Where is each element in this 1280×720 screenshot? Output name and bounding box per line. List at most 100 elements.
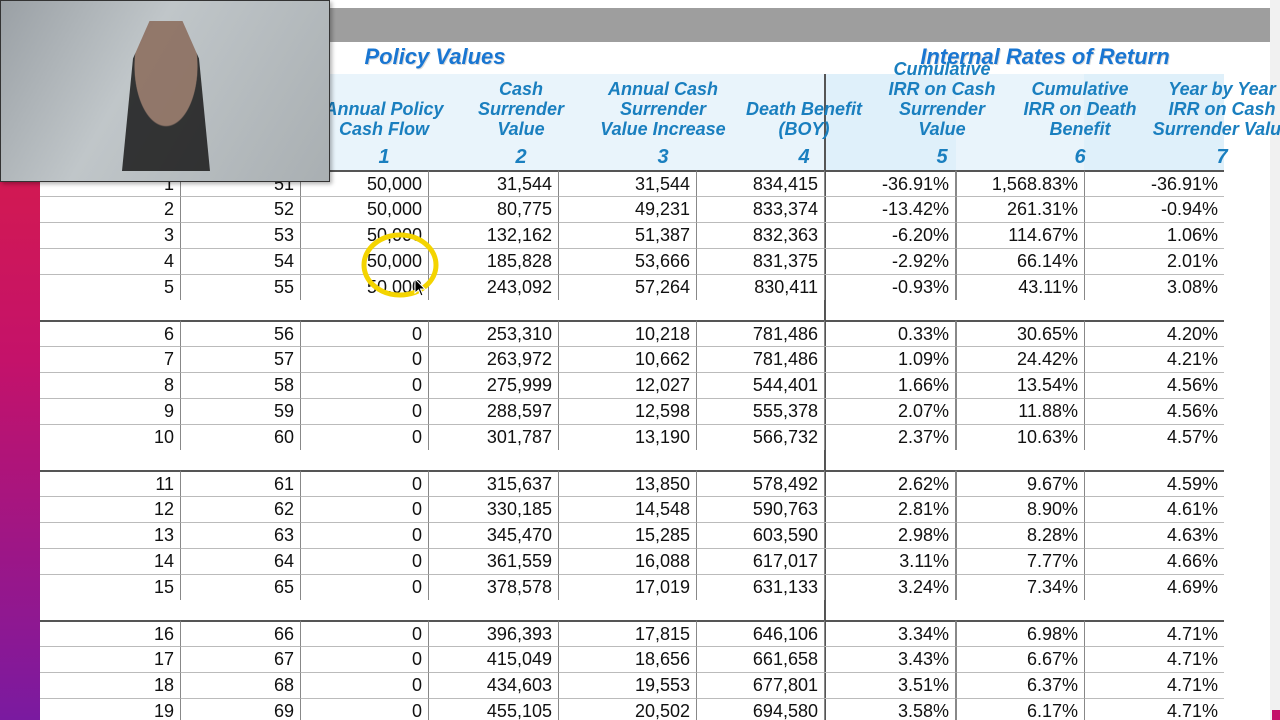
cell: 69: [180, 698, 300, 720]
cell: 7.77%: [956, 548, 1084, 574]
cell: 12,598: [558, 398, 696, 424]
cell: 16: [40, 620, 180, 646]
table-row: 9590288,59712,598555,3782.07%11.88%4.56%: [40, 398, 1260, 424]
cell: 661,658: [696, 646, 824, 672]
section-policy-values: Policy Values: [364, 44, 505, 69]
cell: -13.42%: [824, 196, 956, 222]
cell: 31,544: [428, 170, 558, 196]
table-body: 15150,00031,54431,544834,415-36.91%1,568…: [40, 170, 1260, 720]
cell: 60: [180, 424, 300, 450]
cell: 361,559: [428, 548, 558, 574]
cell: 0: [300, 346, 428, 372]
cell: 64: [180, 548, 300, 574]
col-db-label: Death Benefit (BOY): [740, 99, 868, 139]
cell: 4.63%: [1084, 522, 1224, 548]
cell: 781,486: [696, 320, 824, 346]
cell: 0.33%: [824, 320, 956, 346]
cell: 833,374: [696, 196, 824, 222]
cell: 18: [40, 672, 180, 698]
cell: 10,218: [558, 320, 696, 346]
cell: 0: [300, 320, 428, 346]
cell: 13.54%: [956, 372, 1084, 398]
table-row: 7570263,97210,662781,4861.09%24.42%4.21%: [40, 346, 1260, 372]
cell: 68: [180, 672, 300, 698]
cell: -6.20%: [824, 222, 956, 248]
col-csv-num: 2: [515, 146, 526, 168]
cell: 603,590: [696, 522, 824, 548]
cell: 19: [40, 698, 180, 720]
cell: 9: [40, 398, 180, 424]
cell: 3.43%: [824, 646, 956, 672]
cell: 66.14%: [956, 248, 1084, 274]
cell: 1.66%: [824, 372, 956, 398]
table-row: 25250,00080,77549,231833,374-13.42%261.3…: [40, 196, 1260, 222]
group-separator: [40, 600, 1260, 620]
cell: 31,544: [558, 170, 696, 196]
table-row: 6560253,31010,218781,4860.33%30.65%4.20%: [40, 320, 1260, 346]
cell: 4.21%: [1084, 346, 1224, 372]
cell: 1.06%: [1084, 222, 1224, 248]
cell: 49,231: [558, 196, 696, 222]
col-csv-label: Cash Surrender Value: [456, 79, 586, 139]
cell: 330,185: [428, 496, 558, 522]
cell: 4.20%: [1084, 320, 1224, 346]
cell: 50,000: [300, 248, 428, 274]
cell: 0: [300, 522, 428, 548]
table-row: 17670415,04918,656661,6583.43%6.67%4.71%: [40, 646, 1260, 672]
table-row: 11610315,63713,850578,4922.62%9.67%4.59%: [40, 470, 1260, 496]
cell: 65: [180, 574, 300, 600]
cell: 3.11%: [824, 548, 956, 574]
cell: 275,999: [428, 372, 558, 398]
cell: 11: [40, 470, 180, 496]
cell: -0.93%: [824, 274, 956, 300]
cell: 56: [180, 320, 300, 346]
cell: 5: [40, 274, 180, 300]
cell: 67: [180, 646, 300, 672]
cell: 51,387: [558, 222, 696, 248]
cell: 62: [180, 496, 300, 522]
cell: 18,656: [558, 646, 696, 672]
cell: 63: [180, 522, 300, 548]
cell: 7.34%: [956, 574, 1084, 600]
group-separator: [40, 300, 1260, 320]
cell: 0: [300, 672, 428, 698]
cell: 8: [40, 372, 180, 398]
cell: 16,088: [558, 548, 696, 574]
cell: 243,092: [428, 274, 558, 300]
cell: 10,662: [558, 346, 696, 372]
cell: 434,603: [428, 672, 558, 698]
cell: 781,486: [696, 346, 824, 372]
cell: 455,105: [428, 698, 558, 720]
cell: 6.17%: [956, 698, 1084, 720]
cell: 50,000: [300, 274, 428, 300]
cell: 834,415: [696, 170, 824, 196]
cell: 15,285: [558, 522, 696, 548]
cell: 30.65%: [956, 320, 1084, 346]
cell: 185,828: [428, 248, 558, 274]
cell: 830,411: [696, 274, 824, 300]
cell: 2: [40, 196, 180, 222]
cell: 4.66%: [1084, 548, 1224, 574]
col-apcf-num: 1: [378, 146, 389, 168]
table-row: 15650378,57817,019631,1333.24%7.34%4.69%: [40, 574, 1260, 600]
col-csvinc-num: 3: [657, 146, 668, 168]
table-row: 18680434,60319,553677,8013.51%6.37%4.71%: [40, 672, 1260, 698]
cell: 14: [40, 548, 180, 574]
cell: 6.98%: [956, 620, 1084, 646]
cell: 0: [300, 574, 428, 600]
cell: 831,375: [696, 248, 824, 274]
cell: 58: [180, 372, 300, 398]
cell: 13,850: [558, 470, 696, 496]
cell: 12,027: [558, 372, 696, 398]
col-apcf-label: Annual Policy Cash Flow: [320, 99, 448, 139]
cell: -0.94%: [1084, 196, 1224, 222]
cell: 4: [40, 248, 180, 274]
cell: 578,492: [696, 470, 824, 496]
cell: 617,017: [696, 548, 824, 574]
cell: 0: [300, 646, 428, 672]
cell: 677,801: [696, 672, 824, 698]
cell: 54: [180, 248, 300, 274]
cell: 288,597: [428, 398, 558, 424]
cell: 19,553: [558, 672, 696, 698]
cell: 43.11%: [956, 274, 1084, 300]
